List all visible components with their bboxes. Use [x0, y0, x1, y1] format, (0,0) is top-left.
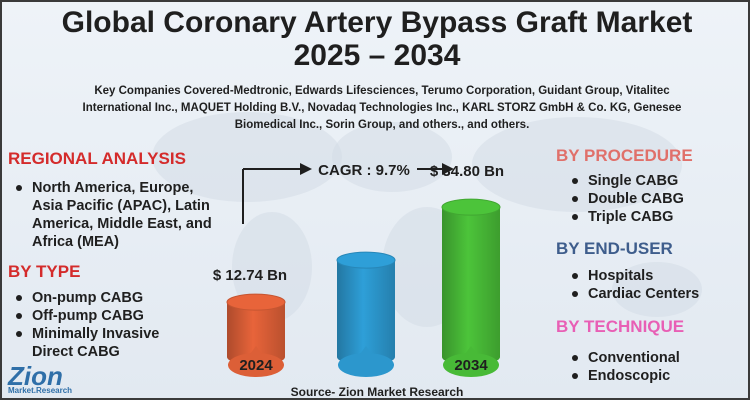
value-label: $ 12.74 Bn [213, 267, 287, 284]
by-type-list: On-pump CABG Off-pump CABG Minimally Inv… [10, 289, 200, 361]
world-map-decoration [332, 122, 452, 192]
cagr-arrow-head [300, 163, 312, 175]
by-type-heading: BY TYPE [8, 262, 81, 281]
list-item: Cardiac Centers [566, 285, 746, 303]
list-item: North America, Europe, Asia Pacific (APA… [10, 179, 220, 251]
bar-top [226, 293, 286, 311]
year-pill-pointer [360, 346, 372, 354]
logo-sub-text: Market.Research [8, 386, 73, 395]
list-item: Endoscopic [566, 367, 746, 385]
bar-middle [337, 260, 395, 365]
bar-2024 [227, 302, 285, 365]
bar-top [336, 251, 396, 269]
by-end-user-list: Hospitals Cardiac Centers [566, 267, 746, 303]
value-label: $ 34.80 Bn [430, 163, 504, 180]
year-pill-pointer [465, 346, 477, 354]
world-map-decoration [612, 262, 702, 317]
year-pill [228, 353, 284, 377]
bar-2034 [442, 207, 500, 365]
list-item: On-pump CABG [10, 289, 200, 307]
list-item: Double CABG [566, 190, 746, 208]
regional-analysis-heading: REGIONAL ANALYSIS [8, 149, 186, 168]
year-label: 2034 [454, 357, 488, 374]
logo-main-text: Zion [8, 361, 63, 391]
by-procedure-heading: BY PROCEDURE [556, 146, 693, 165]
list-item: Triple CABG [566, 208, 746, 226]
bar-top [441, 198, 501, 216]
by-technique-list: Conventional Endoscopic [566, 349, 746, 385]
year-pill-pointer [250, 346, 262, 354]
year-pill [443, 353, 499, 377]
by-technique-heading: BY TECHNIQUE [556, 317, 685, 336]
list-item: Minimally Invasive Direct CABG [10, 325, 200, 361]
cagr-arrow-head [442, 163, 454, 175]
market-chart: 2024 $ 12.74 Bn 2034 $ 34.80 Bn CAGR : 9.7% [213, 162, 504, 377]
zion-logo: Zion Market.Research [8, 361, 73, 395]
by-end-user-heading: BY END-USER [556, 239, 673, 258]
page-title: Global Coronary Artery Bypass Graft Mark… [2, 6, 748, 72]
title-line: Global Coronary Artery Bypass Graft Mark… [61, 6, 693, 39]
list-item: Off-pump CABG [10, 307, 200, 325]
by-procedure-list: Single CABG Double CABG Triple CABG [566, 172, 746, 226]
year-pill [338, 353, 394, 377]
list-item: Conventional [566, 349, 746, 367]
regional-list: North America, Europe, Asia Pacific (APA… [10, 179, 220, 251]
cagr-label: CAGR : 9.7% [318, 162, 410, 179]
list-item: Hospitals [566, 267, 746, 285]
key-companies-text: Key Companies Covered-Medtronic, Edwards… [82, 85, 682, 131]
year-label: 2024 [239, 357, 273, 374]
list-item: Single CABG [566, 172, 746, 190]
source-text: Source- Zion Market Research [290, 385, 464, 399]
world-map-decoration [152, 112, 342, 202]
subtitle-line: 2025 – 2034 [293, 39, 461, 72]
